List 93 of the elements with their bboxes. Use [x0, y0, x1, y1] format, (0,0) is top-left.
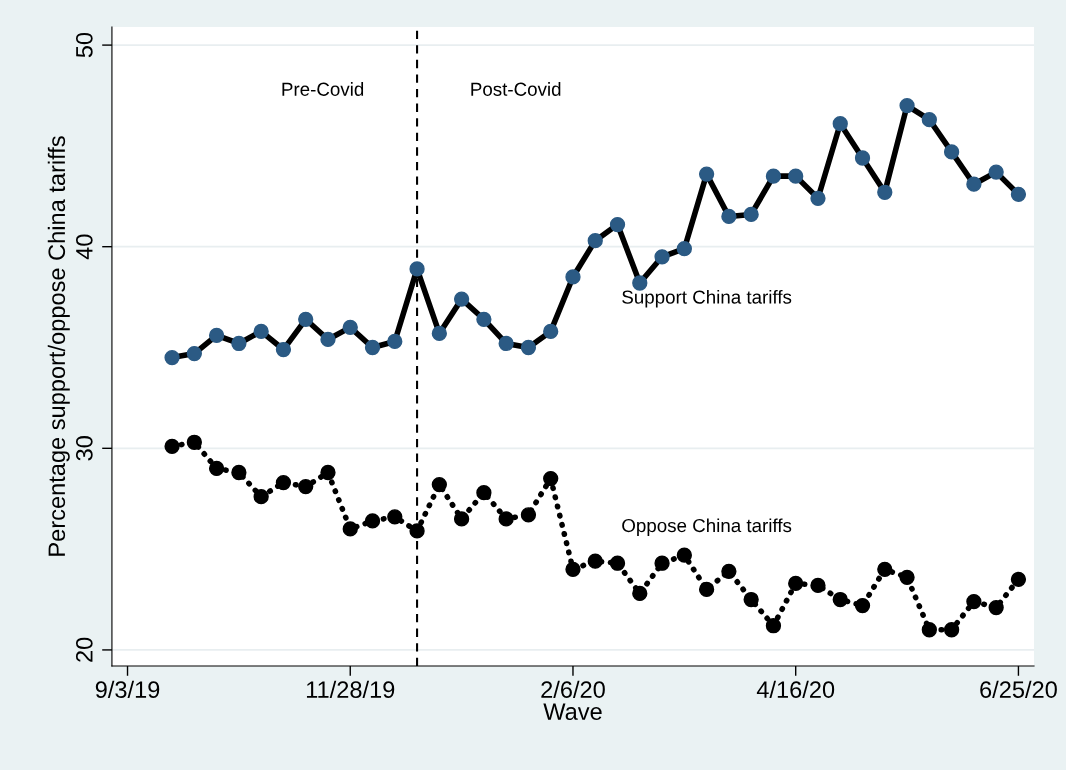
x-tick-label: 2/6/20	[541, 680, 605, 698]
point	[765, 168, 782, 184]
point	[387, 509, 403, 525]
point	[943, 144, 960, 160]
point	[520, 339, 537, 356]
point	[988, 599, 1004, 616]
point	[854, 597, 871, 614]
point	[164, 438, 180, 454]
point	[565, 561, 581, 577]
point	[231, 464, 247, 481]
x-axis-title: Wave	[543, 703, 602, 720]
point	[431, 325, 447, 342]
point	[498, 335, 514, 352]
point	[877, 561, 893, 577]
point	[275, 474, 292, 491]
point	[186, 345, 202, 362]
point	[208, 327, 225, 344]
x-tick-label: 11/28/19	[306, 680, 395, 698]
point	[476, 485, 492, 501]
point	[810, 577, 826, 594]
point	[520, 507, 537, 523]
point	[877, 184, 893, 200]
y-tick-label: 50	[75, 32, 93, 58]
point	[543, 470, 559, 487]
point	[810, 190, 826, 206]
y-tick-label: 30	[75, 436, 93, 461]
point	[364, 513, 381, 529]
point	[409, 523, 425, 539]
x-tick-label: 4/16/20	[756, 680, 835, 698]
point	[698, 166, 715, 182]
point	[453, 511, 470, 527]
point	[899, 569, 915, 585]
point	[698, 581, 715, 598]
point	[721, 563, 737, 579]
point	[431, 476, 447, 493]
y-axis-title: Percentage support/oppose China tariffs	[47, 136, 70, 556]
point	[186, 434, 202, 450]
annotation: Pre-Covid	[282, 82, 364, 96]
point	[253, 489, 269, 505]
point	[632, 585, 648, 602]
point	[654, 249, 670, 265]
series-label: Support China tariffs	[622, 289, 792, 308]
point	[364, 339, 381, 356]
point	[921, 622, 937, 638]
x-tick-label: 6/25/20	[980, 680, 1057, 698]
point	[988, 164, 1004, 180]
point	[632, 275, 648, 291]
point	[654, 555, 670, 571]
point	[854, 150, 871, 166]
point	[208, 460, 225, 477]
point	[765, 618, 782, 634]
point	[743, 206, 759, 223]
point	[587, 553, 603, 569]
point	[453, 291, 470, 307]
point	[676, 547, 692, 563]
series-label: Oppose China tariffs	[622, 518, 792, 536]
x-tick-label: 9/3/19	[95, 680, 160, 698]
point	[1010, 186, 1027, 202]
point	[1010, 571, 1027, 587]
point	[320, 331, 336, 348]
point	[231, 335, 247, 352]
point	[832, 116, 848, 132]
point	[320, 464, 336, 481]
point	[966, 176, 982, 192]
annotation: Post-Covid	[471, 82, 561, 96]
point	[387, 333, 403, 350]
point	[966, 593, 982, 610]
point	[342, 521, 358, 537]
point	[676, 241, 692, 257]
point	[832, 591, 848, 608]
point	[943, 622, 960, 638]
point	[298, 311, 314, 327]
point	[565, 269, 581, 285]
point	[788, 575, 804, 592]
point	[921, 112, 937, 128]
point	[476, 311, 492, 327]
point	[409, 261, 425, 277]
point	[543, 323, 559, 340]
y-tick-label: 20	[75, 637, 93, 662]
point	[298, 478, 314, 495]
y-tick-label: 40	[75, 234, 93, 260]
point	[609, 555, 626, 571]
point	[253, 323, 269, 340]
point	[743, 591, 759, 608]
point	[587, 233, 603, 249]
point	[721, 208, 737, 225]
point	[788, 168, 804, 184]
point	[498, 511, 514, 527]
point	[342, 319, 358, 335]
point	[275, 341, 292, 358]
point	[899, 97, 915, 114]
point	[164, 349, 180, 366]
point	[609, 216, 626, 233]
